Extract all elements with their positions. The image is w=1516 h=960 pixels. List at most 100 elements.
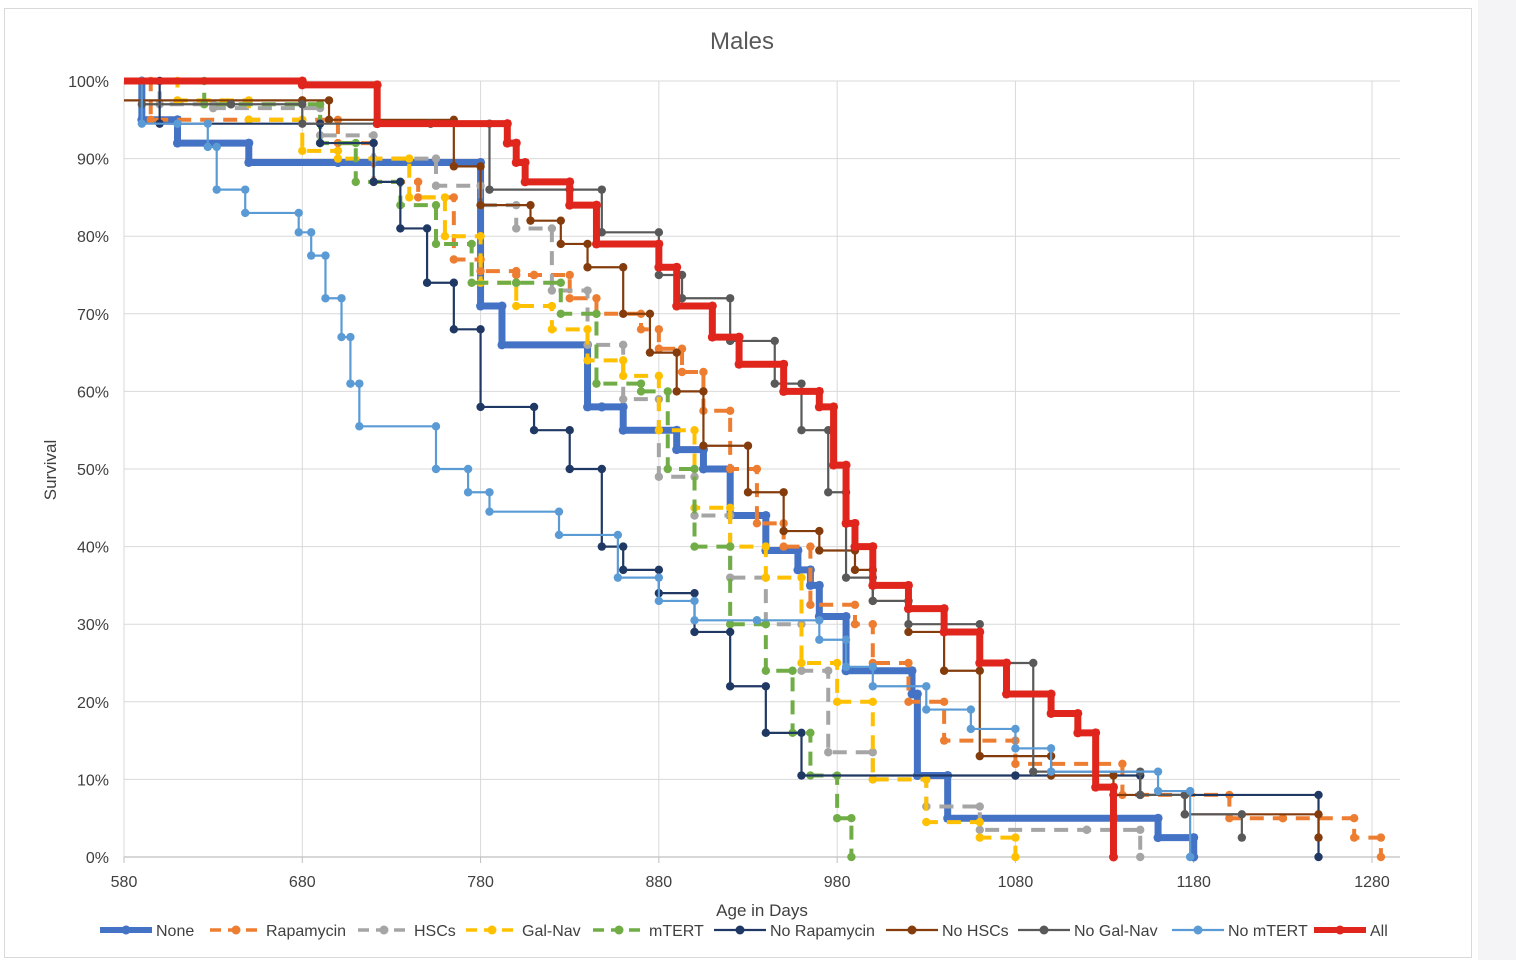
data-point (324, 96, 334, 105)
data-point (449, 325, 459, 334)
data-point (1185, 786, 1195, 796)
data-point (1073, 728, 1083, 738)
data-point (636, 387, 646, 396)
data-point (529, 402, 539, 412)
data-point (725, 464, 735, 474)
data-point (1011, 833, 1020, 842)
data-point (922, 775, 931, 784)
data-point (467, 239, 476, 249)
data-point (672, 387, 681, 396)
data-point (529, 426, 539, 435)
data-point (1046, 767, 1056, 776)
data-point (939, 666, 949, 675)
data-point (355, 422, 364, 431)
data-point (565, 200, 575, 210)
data-point (476, 301, 486, 311)
data-point (307, 251, 316, 260)
data-point (868, 620, 877, 629)
data-point (1237, 810, 1247, 819)
data-point (752, 519, 762, 528)
data-point (690, 588, 699, 598)
data-point (333, 154, 343, 163)
data-point (788, 666, 797, 675)
data-point (636, 379, 646, 388)
data-point (824, 666, 833, 675)
data-point (613, 530, 623, 540)
data-point (975, 658, 985, 668)
legend-swatch-marker (614, 925, 624, 935)
data-point (903, 604, 913, 614)
legend-item-hscs: HSCs (358, 923, 456, 940)
data-point (922, 682, 931, 691)
x-tick-label: 780 (467, 874, 494, 891)
data-point (485, 185, 494, 194)
data-point (654, 472, 664, 481)
data-point (526, 216, 535, 225)
data-point (690, 616, 699, 625)
y-tick-label: 80% (77, 229, 109, 246)
data-point (520, 177, 530, 187)
data-point (690, 464, 699, 474)
data-point (734, 332, 744, 342)
data-point (583, 402, 593, 412)
data-point (814, 580, 824, 590)
data-point (203, 142, 212, 152)
data-point (351, 177, 360, 187)
legend-swatch-marker (379, 925, 389, 935)
data-point (761, 573, 771, 582)
data-point (743, 488, 753, 497)
data-point (672, 348, 681, 357)
data-point (690, 511, 699, 520)
data-point (1314, 790, 1323, 800)
data-point (1082, 825, 1091, 835)
data-point (654, 239, 664, 249)
data-point (868, 775, 877, 784)
y-tick-label: 90% (77, 152, 109, 169)
legend-item-none: None (100, 923, 194, 940)
data-point (850, 518, 860, 528)
data-point (770, 379, 779, 388)
data-point (1153, 833, 1163, 843)
data-point (556, 278, 565, 287)
data-point (912, 689, 922, 699)
data-point (850, 620, 860, 629)
legend-item-no-gal-nav: No Gal-Nav (1018, 923, 1158, 940)
data-point (1046, 744, 1056, 753)
data-point (1011, 744, 1020, 753)
data-point (797, 658, 806, 668)
data-point (346, 379, 355, 388)
data-point (502, 119, 512, 129)
data-point (939, 604, 949, 614)
data-point (1091, 728, 1101, 738)
data-point (449, 162, 459, 171)
data-point (907, 666, 917, 676)
x-tick-label: 580 (111, 874, 138, 891)
data-point (779, 386, 789, 396)
data-point (520, 157, 530, 167)
data-point (797, 379, 806, 388)
data-point (431, 154, 441, 163)
data-point (1314, 810, 1323, 819)
data-point (619, 371, 628, 381)
data-point (173, 119, 182, 128)
data-point (554, 530, 564, 540)
data-point (975, 666, 984, 675)
data-point (904, 697, 913, 706)
legend-item-no-rapamycin: No Rapamycin (714, 923, 875, 940)
data-point (725, 542, 735, 551)
data-point (966, 724, 976, 734)
series-no-mtert (124, 76, 1195, 862)
data-point (1136, 825, 1145, 835)
data-point (556, 239, 565, 249)
data-point (597, 542, 607, 551)
data-point (592, 379, 601, 388)
data-point (1029, 767, 1038, 776)
data-point (1002, 689, 1012, 699)
data-point (663, 464, 672, 474)
data-point (583, 325, 592, 334)
data-point (1376, 852, 1386, 862)
series-group (124, 76, 1386, 862)
y-tick-label: 40% (77, 540, 109, 557)
data-point (939, 736, 949, 745)
